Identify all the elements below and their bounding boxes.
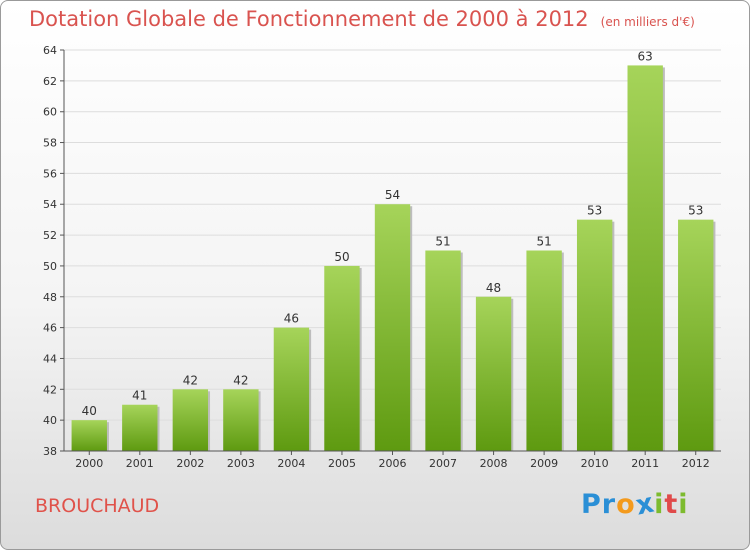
bar-value-label: 41 [132,389,147,403]
bar-2001 [122,404,158,451]
y-tick-label: 60 [43,106,57,119]
bars: 40 41 42 42 46 50 54 51 48 51 53 63 53 [71,49,716,451]
y-tick-label: 64 [43,44,57,57]
bar-value-label: 51 [536,235,551,249]
bar-value-label: 42 [233,373,248,387]
y-tick-label: 58 [43,137,57,150]
bar-value-label: 50 [334,250,349,264]
x-tick-label: 2005 [328,457,356,470]
x-tick-label: 2000 [75,457,103,470]
chart-title: Dotation Globale de Fonctionnement de 20… [29,7,695,31]
bar-2002 [172,389,209,451]
x-tick-label: 2003 [227,457,255,470]
bar-2008 [475,296,512,451]
bar-value-label: 53 [587,204,602,218]
logo-letter: t [664,489,679,520]
bar-value-label: 51 [435,235,450,249]
y-tick-label: 50 [43,260,57,273]
x-tick-label: 2009 [530,457,558,470]
logo-letter: P [581,489,602,520]
chart-subtitle: (en milliers d'€) [600,15,695,29]
bar-value-label: 63 [638,49,653,63]
bar-2004 [273,327,310,451]
bar-value-label: 42 [183,373,198,387]
y-axis-ticks: 38 40 42 44 46 48 50 52 54 56 58 60 62 64 [43,44,64,458]
y-tick-label: 54 [43,198,57,211]
x-tick-label: 2006 [379,457,407,470]
x-tick-label: 2008 [480,457,508,470]
bar-2003 [223,389,259,451]
logo-letter: i [678,489,689,520]
y-tick-label: 44 [43,352,57,365]
bar-2011 [627,65,663,451]
x-tick-label: 2010 [581,457,609,470]
proxiti-logo: Proxiti [581,487,689,521]
y-tick-label: 56 [43,167,57,180]
axes [63,50,721,452]
chart-title-text: Dotation Globale de Fonctionnement de 20… [29,7,589,31]
commune-name: BROUCHAUD [35,495,160,517]
bar-2012 [678,219,714,451]
logo-letter: o [616,489,636,520]
bar-value-label: 48 [486,281,501,295]
bar-2010 [576,219,613,451]
logo-letter: i [654,489,665,520]
y-tick-label: 46 [43,322,57,335]
bar-value-label: 46 [284,312,299,326]
bar-2009 [526,250,562,451]
logo-letter: r [601,489,617,520]
bar-2005 [324,265,360,451]
bar-2006 [374,204,411,451]
bar-2007 [425,250,461,451]
x-tick-label: 2012 [682,457,710,470]
x-tick-label: 2004 [277,457,305,470]
bar-value-label: 40 [82,404,97,418]
x-tick-label: 2002 [176,457,204,470]
x-axis-ticks: 2000 2001 2002 2003 2004 2005 2006 2007 2008 2009… [75,451,710,470]
y-tick-label: 38 [43,445,57,458]
y-tick-label: 52 [43,229,57,242]
y-tick-label: 40 [43,414,57,427]
y-tick-label: 48 [43,291,57,304]
bar-2000 [71,420,107,451]
x-tick-label: 2011 [631,457,659,470]
bar-value-label: 53 [688,204,703,218]
x-tick-label: 2001 [126,457,154,470]
y-tick-label: 62 [43,75,57,88]
x-tick-label: 2007 [429,457,457,470]
bar-value-label: 54 [385,188,400,202]
y-tick-label: 42 [43,383,57,396]
